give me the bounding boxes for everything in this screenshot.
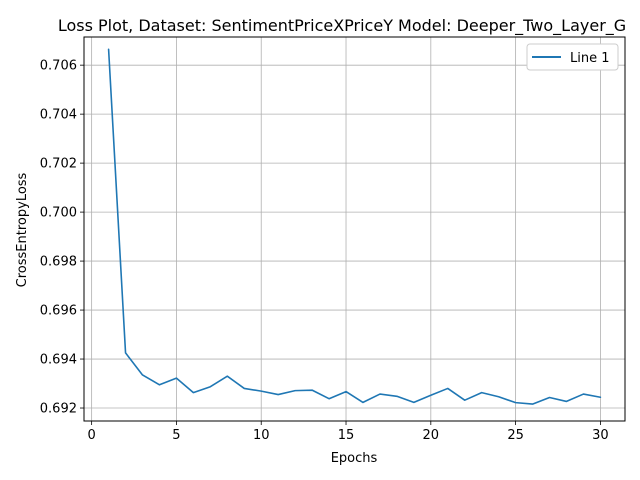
x-tick-label: 10 [253, 428, 270, 443]
y-tick-label: 0.698 [40, 255, 77, 270]
x-tick-label: 25 [507, 428, 524, 443]
y-tick-label: 0.700 [40, 206, 77, 221]
x-tick-label: 15 [338, 428, 355, 443]
axes-frame [83, 36, 626, 422]
y-tick-label: 0.692 [40, 402, 77, 417]
x-tick-label: 30 [592, 428, 609, 443]
grid [84, 37, 625, 421]
x-tick-label: 0 [87, 428, 95, 443]
x-axis-ticks: 0 5 10 15 20 25 30 [87, 421, 609, 443]
y-axis-ticks: 0.692 0.694 0.696 0.698 0.700 0.702 0.704 0.706 [40, 59, 84, 417]
y-axis-label: CrossEntropyLoss [15, 172, 30, 287]
y-tick-label: 0.706 [40, 59, 77, 74]
x-tick-label: 20 [423, 428, 440, 443]
chart-title: Loss Plot, Dataset: SentimentPriceXPrice… [58, 16, 626, 36]
y-tick-label: 0.694 [40, 353, 77, 368]
series-line-1 [107, 48, 602, 405]
y-tick-label: 0.696 [40, 304, 77, 319]
plot-line-group [107, 48, 602, 405]
x-axis-label: Epochs [331, 451, 378, 466]
y-tick-label: 0.704 [40, 108, 77, 123]
legend-box [526, 43, 619, 71]
legend: Line 1 [526, 43, 619, 71]
x-tick-label: 5 [172, 428, 180, 443]
legend-label-line-1: Line 1 [570, 51, 610, 66]
y-tick-label: 0.702 [40, 157, 77, 172]
